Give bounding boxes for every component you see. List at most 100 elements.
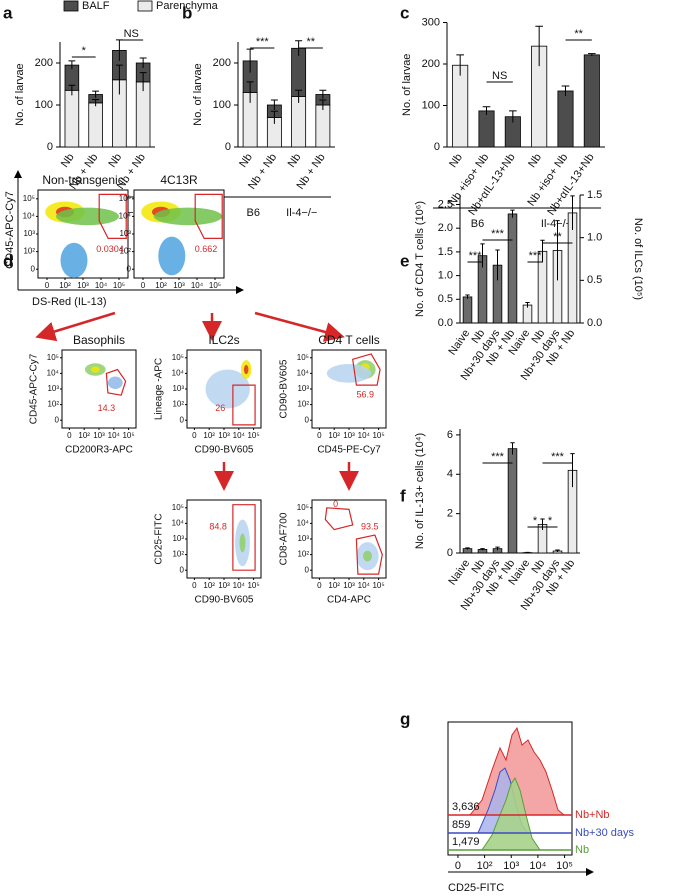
x-tick-label: Nb: [106, 152, 124, 170]
bar: [507, 213, 518, 324]
x-tick-label: 0: [317, 581, 322, 590]
x-axis-label: CD45-PE-Cy7: [317, 445, 381, 456]
y-axis-label: CD8-AF700: [279, 512, 290, 565]
flow-density: [326, 364, 372, 383]
y-tick-label: 0: [55, 415, 60, 424]
y-tick-label: 0: [225, 141, 231, 153]
y-tick-label: 10⁵: [47, 353, 59, 362]
flow-density: [90, 366, 100, 373]
y-tick-label: 10²: [297, 550, 309, 559]
legend-label: Nb+30 days: [575, 827, 635, 839]
bar: [557, 90, 574, 148]
flow-gate: [232, 504, 256, 571]
bar: [135, 81, 151, 148]
error-bar: [525, 302, 530, 308]
x-tick-label: 10³: [218, 581, 230, 590]
error-bar: [68, 60, 76, 70]
error-bar: [482, 106, 491, 116]
significance-label: *: [82, 45, 87, 57]
gate-percentage: 0.0304: [96, 244, 124, 254]
y-axis-label: Lineage -APC: [154, 358, 165, 420]
y-axis-label: CD45-APC-Cy7: [29, 353, 40, 424]
x-tick-label: 10³: [503, 860, 519, 872]
y-tick-label: 10⁴: [297, 519, 310, 528]
x-tick-label: 0: [192, 431, 197, 440]
flow-gate: [355, 534, 383, 575]
y-tick-label: 10²: [172, 400, 184, 409]
y-tick-label: 10⁵: [119, 194, 131, 203]
significance-label: ***: [551, 451, 565, 463]
flow-gate: [324, 507, 354, 531]
x-tick-label: 10⁴: [191, 281, 204, 290]
gate-percentage: 84.8: [209, 522, 227, 532]
error-bar: [561, 85, 570, 96]
bar: [462, 296, 473, 324]
error-bar: [270, 99, 278, 111]
error-bar: [510, 442, 515, 455]
y-axis-label: No. of larvae: [401, 54, 413, 116]
y-tick-label: 0: [447, 547, 453, 559]
bar: [478, 110, 495, 148]
y-tick-label: 10⁵: [23, 194, 35, 203]
y-tick-label: 10²: [172, 550, 184, 559]
error-bar: [465, 547, 470, 550]
x-tick-label: 10⁵: [122, 431, 134, 440]
y-tick-label: 2.5: [438, 198, 453, 210]
x-tick-label: 10³: [343, 431, 355, 440]
y-tick-label: 10³: [172, 534, 184, 543]
significance-label: ***: [256, 36, 270, 48]
y-tick-label: 0: [127, 264, 132, 273]
group-label: B6: [247, 207, 260, 219]
bar: [522, 304, 533, 324]
error-bar: [540, 518, 545, 530]
error-bar: [139, 57, 147, 69]
error-bar: [570, 453, 575, 488]
x-tick-label: 10⁵: [247, 431, 259, 440]
x-tick-label: 10²: [203, 431, 215, 440]
x-tick-label: Nb: [526, 152, 544, 170]
error-bar: [535, 25, 543, 67]
error-bar: [555, 220, 560, 281]
y-tick-label: 10³: [297, 384, 309, 393]
panel-letter: g: [400, 709, 410, 728]
gate-percentage: 0: [333, 499, 338, 509]
error-bar: [570, 195, 575, 230]
error-bar: [510, 209, 515, 218]
significance-label: ***: [529, 250, 543, 262]
x-axis-label: CD90-BV605: [195, 445, 254, 456]
flow-density: [107, 376, 123, 390]
gate-percentage: 93.5: [361, 522, 379, 532]
flow-gate: [352, 353, 381, 386]
x-tick-label: Naive: [446, 328, 472, 358]
y-tick-label: 4: [447, 468, 453, 480]
y-tick-label: 0: [305, 565, 310, 574]
gate-percentage: 14.3: [98, 403, 116, 413]
flow-decor: [14, 170, 359, 491]
y-tick-label: 0: [180, 565, 185, 574]
y-tick-label: 2.0: [438, 222, 453, 234]
x-tick-label: 10⁴: [95, 281, 108, 290]
y-tick-label: 300: [422, 16, 440, 28]
panel-letter: c: [400, 3, 409, 22]
error-bar: [92, 99, 100, 107]
histogram-curve: [449, 726, 571, 816]
significance-label: **: [306, 36, 315, 48]
legend-swatch: [137, 0, 153, 12]
y-tick-label: 10⁴: [23, 212, 36, 221]
significance-label: ***: [491, 451, 505, 463]
y-tick-label: 200: [35, 57, 53, 69]
x-tick-label: 0: [141, 281, 146, 290]
x-axis-label: CD200R3-APC: [65, 445, 133, 456]
flow-density: [153, 207, 223, 226]
x-tick-label: Naive: [446, 558, 472, 588]
flow-gate: [194, 193, 223, 239]
y-tick-label: 0: [434, 141, 440, 153]
flow-density: [239, 533, 246, 553]
flow-plot-title: CD4 T cells: [318, 333, 380, 347]
error-bar: [115, 64, 123, 95]
x-tick-label: 10⁴: [108, 431, 121, 440]
x-tick-label: 10²: [59, 281, 71, 290]
legend-label: Parenchyma: [156, 0, 219, 12]
y-axis-label: CD45-APC-Cy7: [4, 191, 16, 269]
